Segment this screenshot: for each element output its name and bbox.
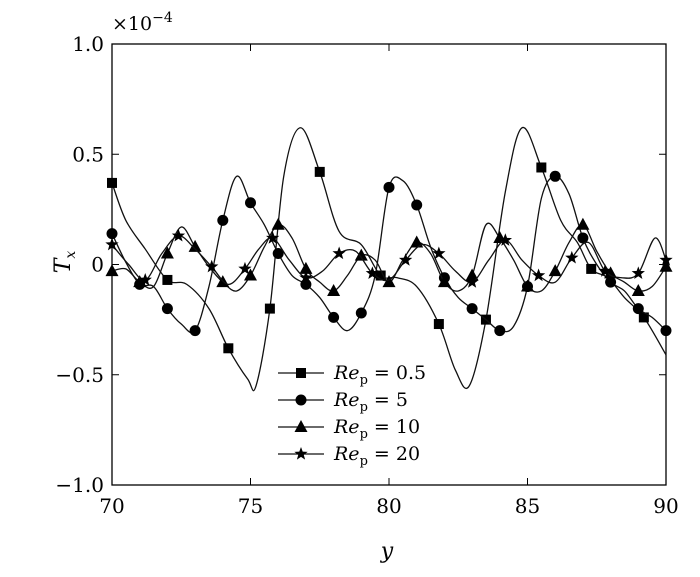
data-point: [299, 261, 313, 274]
data-point: [660, 325, 672, 337]
data-point: [138, 272, 152, 286]
data-point: [205, 259, 219, 273]
x-tick-label: 90: [653, 494, 678, 518]
series-line: [111, 127, 667, 392]
x-tick-label: 70: [99, 494, 124, 518]
y-tick-label: −1.0: [55, 473, 104, 497]
data-point: [577, 232, 589, 244]
series-line: [111, 235, 667, 285]
data-point: [238, 261, 252, 275]
y-tick-label: 0: [91, 253, 104, 277]
data-point: [266, 231, 280, 244]
data-point: [631, 266, 645, 279]
y-tick-label: 0.5: [72, 142, 104, 166]
data-point: [299, 270, 313, 284]
data-point: [107, 177, 117, 188]
legend-item: Rep = 0.5: [278, 362, 426, 388]
data-point: [375, 270, 386, 281]
exponent-label: ×10−4: [112, 10, 173, 35]
data-point: [365, 266, 380, 279]
data-point: [598, 264, 612, 277]
legend-item: Rep = 10: [278, 416, 420, 442]
y-tick-label: −0.5: [55, 363, 104, 387]
series-triangle: [105, 217, 673, 296]
data-point: [465, 275, 479, 288]
data-point: [576, 217, 590, 230]
data-point: [105, 237, 119, 251]
series-square: [107, 127, 667, 392]
data-point: [314, 166, 325, 177]
data-point: [549, 170, 561, 182]
data-point: [536, 162, 547, 173]
data-point: [171, 228, 186, 242]
data-point: [565, 250, 579, 264]
data-point: [264, 303, 275, 314]
data-point: [531, 268, 546, 282]
legend-label: Rep = 0.5: [333, 362, 426, 388]
legend-label: Rep = 10: [333, 416, 420, 442]
data-point: [466, 303, 478, 315]
data-point: [465, 268, 479, 281]
data-point: [411, 199, 423, 211]
data-point: [631, 283, 645, 296]
x-tick-label: 80: [376, 494, 401, 518]
data-point: [106, 228, 118, 240]
data-point: [410, 235, 424, 248]
legend-item: Rep = 20: [278, 443, 420, 469]
series-star: [105, 228, 673, 288]
data-point: [271, 217, 285, 230]
ticks-group: 70 75 80 85 90 −1.0 −0.5 0 0.5 1.0: [55, 32, 678, 518]
data-point: [189, 325, 201, 337]
series-circle: [106, 170, 672, 337]
data-point: [188, 239, 202, 252]
data-point: [354, 248, 368, 261]
data-point: [217, 214, 229, 226]
legend-label: Rep = 5: [333, 389, 408, 415]
data-point: [432, 246, 446, 260]
data-point: [521, 279, 534, 292]
data-point: [332, 246, 346, 260]
data-point: [272, 247, 284, 259]
y-axis-label: Tx: [51, 251, 79, 274]
legend-label: Rep = 20: [333, 443, 420, 469]
data-point: [162, 274, 173, 285]
data-point: [433, 319, 444, 330]
data-point: [105, 264, 119, 277]
legend-marker: [294, 447, 308, 460]
data-point: [659, 253, 673, 266]
data-point: [632, 303, 644, 315]
legend-item: Rep = 5: [278, 389, 408, 415]
data-point: [659, 259, 673, 272]
data-point: [398, 253, 413, 266]
legend-marker: [296, 368, 306, 378]
data-point: [494, 325, 506, 337]
data-point: [548, 264, 562, 277]
data-point: [383, 181, 395, 193]
data-point: [437, 275, 451, 288]
legend-marker: [295, 394, 307, 406]
data-point: [638, 312, 649, 323]
data-point: [382, 275, 396, 288]
data-point: [328, 311, 340, 323]
series-group: [105, 127, 673, 392]
x-axis-label: y: [380, 539, 394, 564]
legend-marker: [294, 420, 308, 432]
x-tick-label: 85: [515, 494, 540, 518]
data-point: [586, 263, 597, 274]
data-point: [223, 343, 234, 354]
data-point: [327, 283, 341, 296]
data-point: [161, 303, 173, 315]
data-point: [605, 276, 617, 288]
data-point: [245, 197, 256, 209]
data-point: [160, 246, 174, 259]
data-point: [355, 307, 367, 319]
data-point: [244, 268, 257, 281]
data-point: [498, 233, 512, 246]
x-tick-label: 75: [238, 494, 263, 518]
y-tick-label: 1.0: [72, 32, 104, 56]
